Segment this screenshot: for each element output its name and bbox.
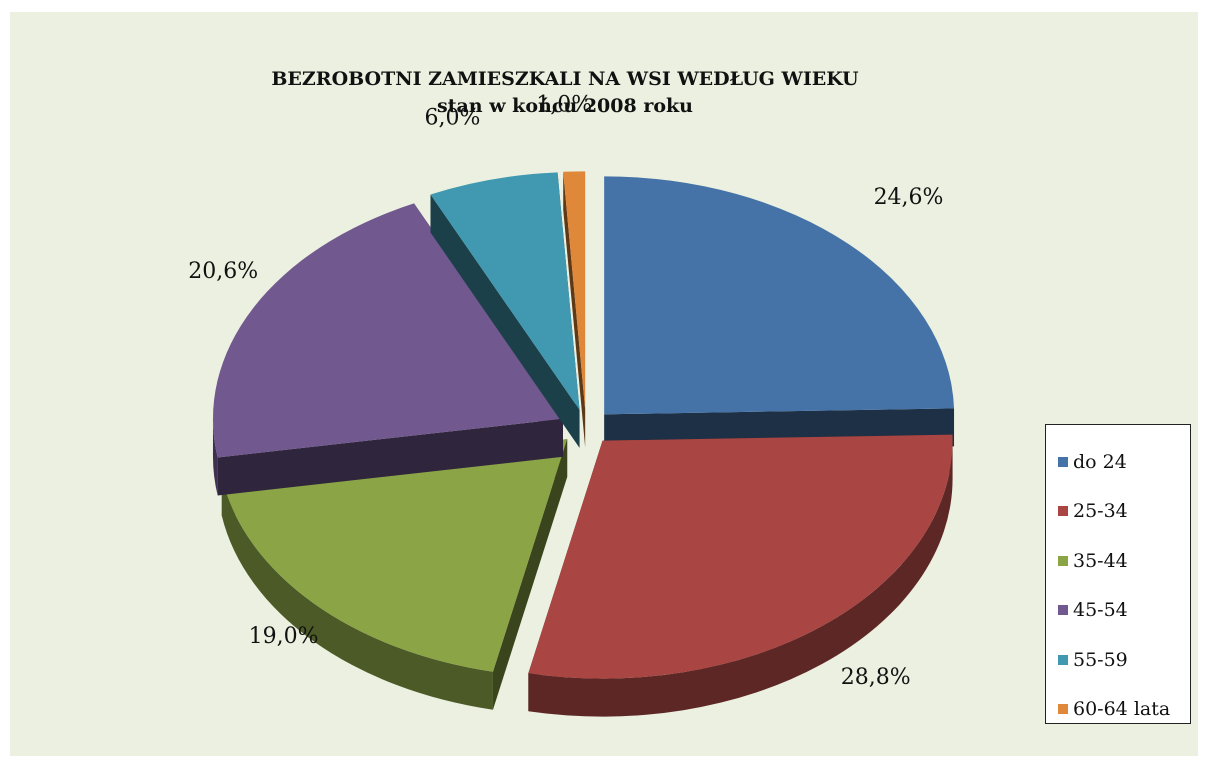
chart-title: BEZROBOTNI ZAMIESZKALI NA WSI WEDŁUG WIE…	[271, 68, 859, 90]
legend-swatch-0	[1058, 456, 1068, 467]
legend-swatch-2	[1058, 555, 1068, 566]
legend-label-4: 55-59	[1073, 648, 1128, 671]
data-label-0: 24,6%	[874, 185, 944, 210]
pie-slice-0	[604, 176, 955, 453]
pie-slice-1	[528, 434, 953, 717]
chart-area: BEZROBOTNI ZAMIESZKALI NA WSI WEDŁUG WIE…	[10, 12, 1198, 756]
pie-chart: BEZROBOTNI ZAMIESZKALI NA WSI WEDŁUG WIE…	[188, 68, 955, 717]
pie-slice-4	[430, 172, 580, 448]
legend-label-1: 25-34	[1073, 500, 1128, 523]
legend-swatch-5	[1058, 704, 1068, 715]
legend-swatch-1	[1058, 506, 1068, 517]
legend-item-0: do 24	[1058, 437, 1190, 487]
legend-label-5: 60-64 lata	[1073, 698, 1171, 721]
legend-swatch-4	[1058, 654, 1068, 665]
data-label-3: 20,6%	[188, 259, 258, 284]
legend: do 24 25-34 35-44 45-54 55-59 60-64 lata	[1045, 424, 1191, 724]
legend-item-3: 45-54	[1058, 586, 1190, 636]
data-label-4: 6,0%	[425, 105, 481, 130]
legend-item-5: 60-64 lata	[1058, 685, 1190, 735]
data-label-1: 28,8%	[841, 665, 911, 690]
data-label-5: 1,0%	[536, 92, 592, 117]
data-label-2: 19,0%	[249, 624, 319, 649]
pie-slice-3	[212, 203, 563, 496]
legend-label-0: do 24	[1073, 450, 1127, 473]
legend-label-2: 35-44	[1073, 549, 1128, 572]
legend-item-2: 35-44	[1058, 536, 1190, 586]
pie-slice-5	[563, 171, 586, 448]
legend-swatch-3	[1058, 605, 1068, 616]
legend-label-3: 45-54	[1073, 599, 1128, 622]
pie-slice-2	[221, 439, 568, 710]
chart-subtitle: stan w końcu 2008 roku	[437, 95, 693, 117]
legend-item-1: 25-34	[1058, 487, 1190, 537]
legend-item-4: 55-59	[1058, 635, 1190, 685]
